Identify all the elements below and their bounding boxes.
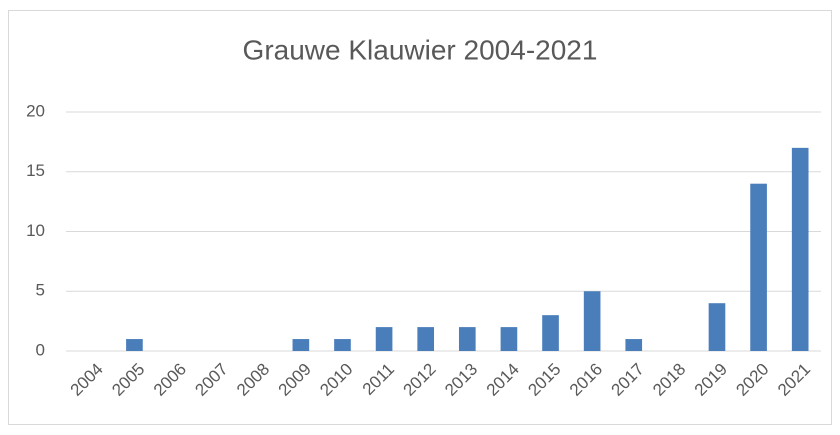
bar <box>417 327 435 351</box>
bar <box>708 303 726 351</box>
bar <box>292 339 310 351</box>
bar <box>458 327 476 351</box>
bar <box>542 315 559 351</box>
bar <box>750 183 767 351</box>
y-tick-label: 5 <box>36 281 45 300</box>
y-tick-label: 15 <box>26 161 45 180</box>
y-tick-label: 10 <box>26 221 45 240</box>
bar <box>375 327 393 351</box>
chart-title: Grauwe Klauwier 2004-2021 <box>243 34 598 65</box>
y-tick-label: 20 <box>26 101 45 120</box>
chart-border <box>8 10 832 425</box>
bar <box>126 339 143 351</box>
bar <box>583 291 601 351</box>
y-tick-label: 0 <box>36 340 45 359</box>
bar <box>791 147 809 351</box>
bar <box>500 327 518 351</box>
bar <box>334 339 351 351</box>
bar <box>625 339 643 351</box>
